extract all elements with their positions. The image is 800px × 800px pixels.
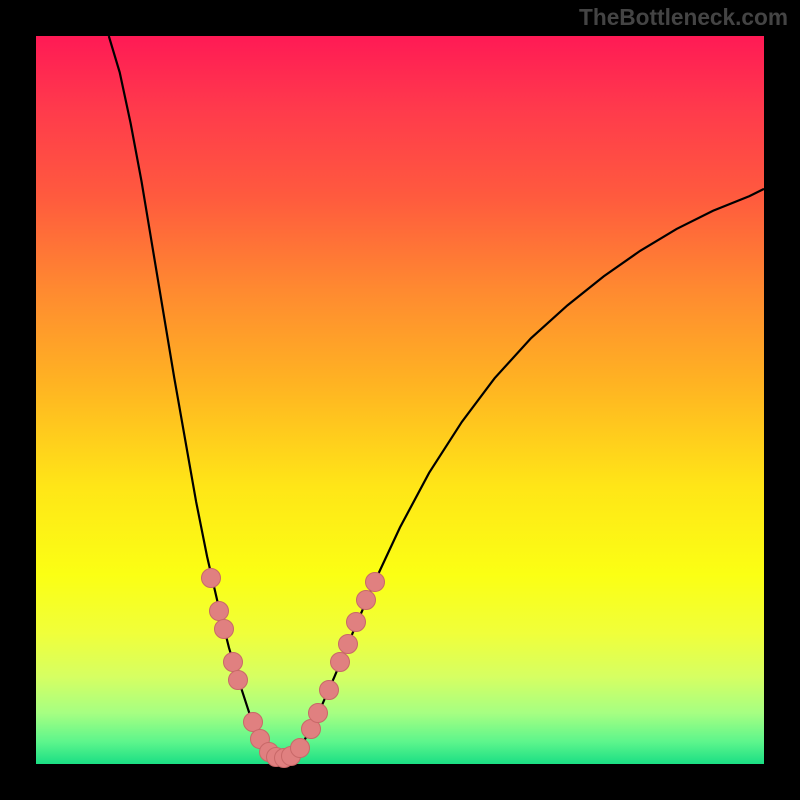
scatter-marker — [346, 612, 366, 632]
scatter-marker — [290, 738, 310, 758]
scatter-marker — [319, 680, 339, 700]
scatter-marker — [228, 670, 248, 690]
watermark-text: TheBottleneck.com — [579, 4, 788, 31]
scatter-marker — [330, 652, 350, 672]
scatter-marker — [338, 634, 358, 654]
scatter-marker — [365, 572, 385, 592]
curve-left — [109, 36, 284, 758]
scatter-marker — [356, 590, 376, 610]
scatter-marker — [214, 619, 234, 639]
scatter-marker — [308, 703, 328, 723]
curve-layer — [36, 36, 764, 764]
curve-right — [284, 189, 764, 758]
scatter-marker — [209, 601, 229, 621]
scatter-marker — [223, 652, 243, 672]
scatter-marker — [201, 568, 221, 588]
plot-area — [36, 36, 764, 764]
